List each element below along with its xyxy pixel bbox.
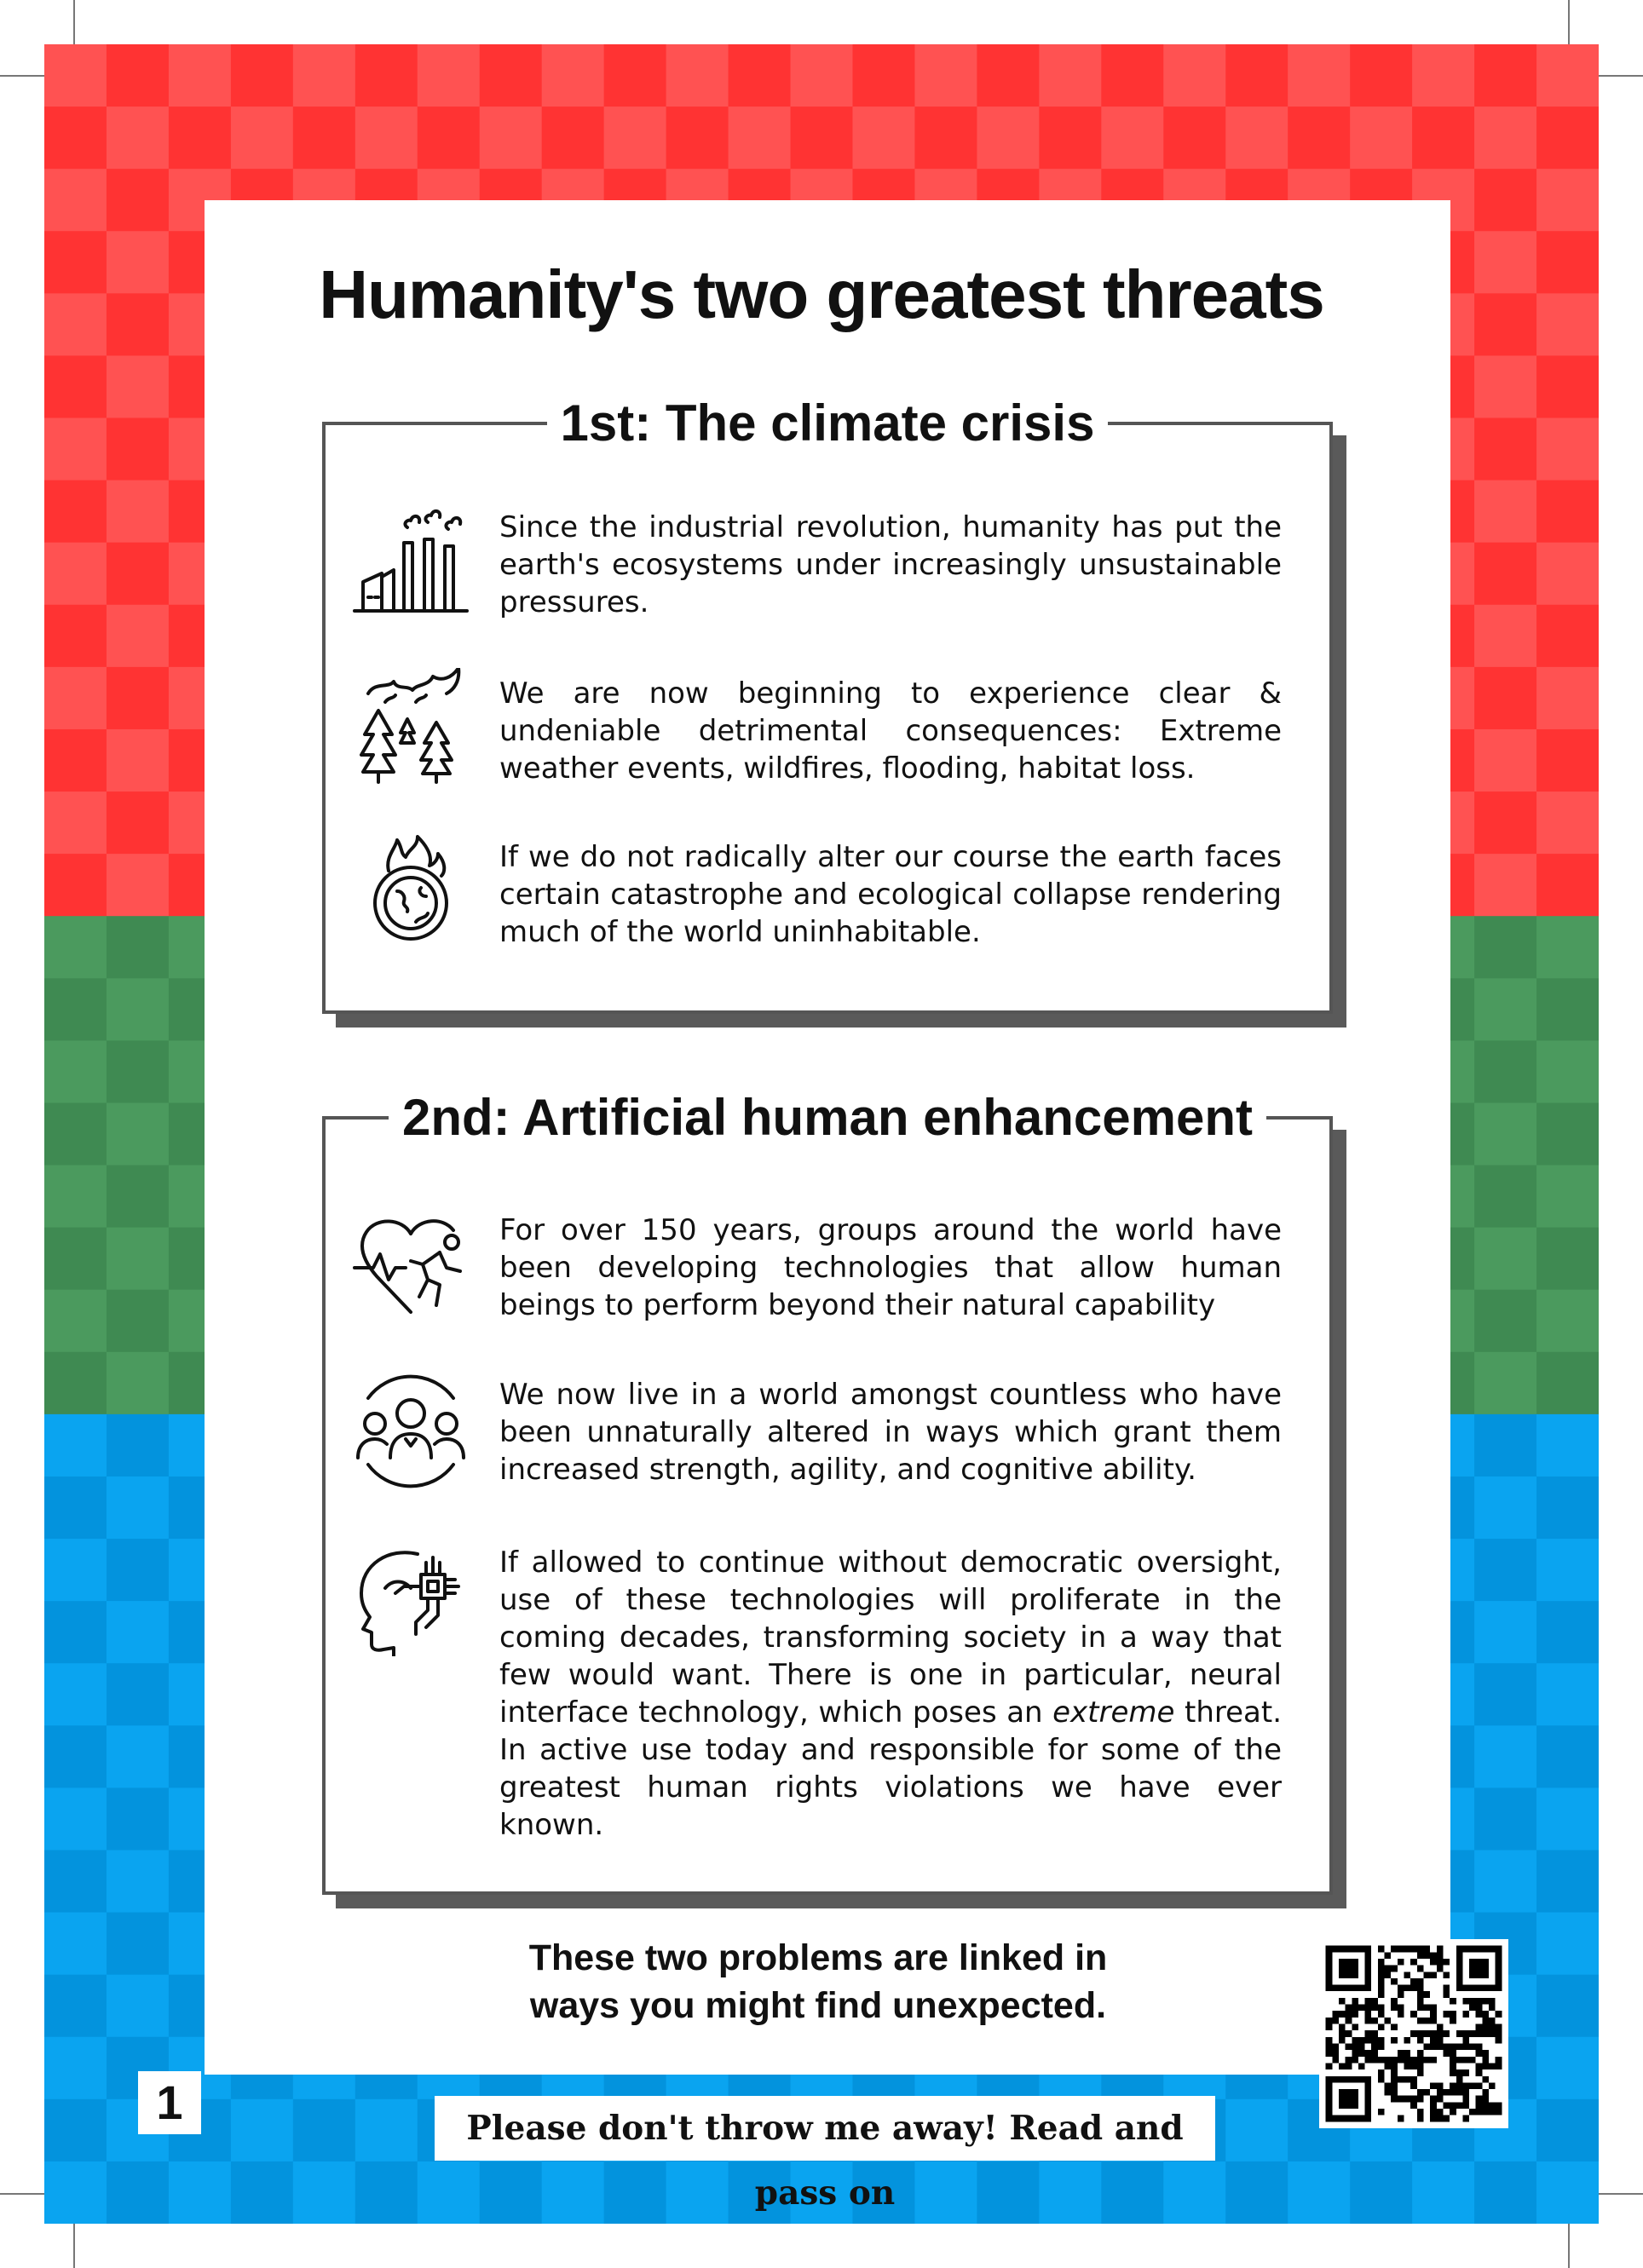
section-climate-crisis: 1st: The climate crisis Since the indust… <box>322 389 1333 1014</box>
crop-mark <box>1599 75 1643 77</box>
crop-mark <box>1599 2193 1643 2195</box>
forest-fire-icon <box>351 666 470 787</box>
crop-mark <box>1568 2224 1570 2268</box>
footer-banner: Please don't throw me away! Read and pas… <box>435 2096 1215 2213</box>
emphasis-text: extreme <box>1052 1695 1175 1730</box>
item-text: If allowed to continue without democrati… <box>499 1544 1282 1844</box>
qr-code[interactable] <box>1319 1939 1508 2128</box>
crop-mark <box>0 2193 44 2195</box>
item-text: Since the industrial revolution, humanit… <box>499 510 1282 619</box>
closing-statement: These two problems are linked in ways you… <box>477 1934 1159 2029</box>
heart-runner-icon <box>351 1205 470 1324</box>
crop-mark <box>73 0 75 44</box>
crop-mark <box>73 2224 75 2268</box>
page-number: 1 <box>138 2071 201 2134</box>
burning-earth-icon <box>351 832 470 951</box>
item-text: If we do not radically alter our course … <box>499 840 1282 949</box>
brain-chip-icon <box>351 1537 470 1660</box>
closing-line: These two problems are linked in <box>528 1937 1108 1978</box>
section-heading: 2nd: Artificial human enhancement <box>389 1084 1266 1152</box>
page-title: Humanity's two greatest threats <box>319 256 1324 332</box>
crop-mark <box>0 75 44 77</box>
item-text: We now live in a world amongst countless… <box>499 1378 1282 1487</box>
item-text: We are now beginning to experience clear… <box>499 676 1282 786</box>
item-text-part: threat. In active use today and responsi… <box>499 1695 1283 1842</box>
section-artificial-enhancement: 2nd: Artificial human enhancement For ov… <box>322 1084 1333 1895</box>
qr-code-graphic <box>1319 1939 1508 2128</box>
item-text-part: If allowed to continue without democrati… <box>499 1546 1282 1730</box>
people-group-icon <box>351 1369 470 1488</box>
item-text: For over 150 years, groups around the wo… <box>499 1213 1282 1322</box>
section-heading: 1st: The climate crisis <box>546 389 1109 458</box>
closing-line: ways you might find unexpected. <box>529 1985 1107 2026</box>
crop-mark <box>1568 0 1570 44</box>
factory-pollution-icon <box>351 502 470 621</box>
